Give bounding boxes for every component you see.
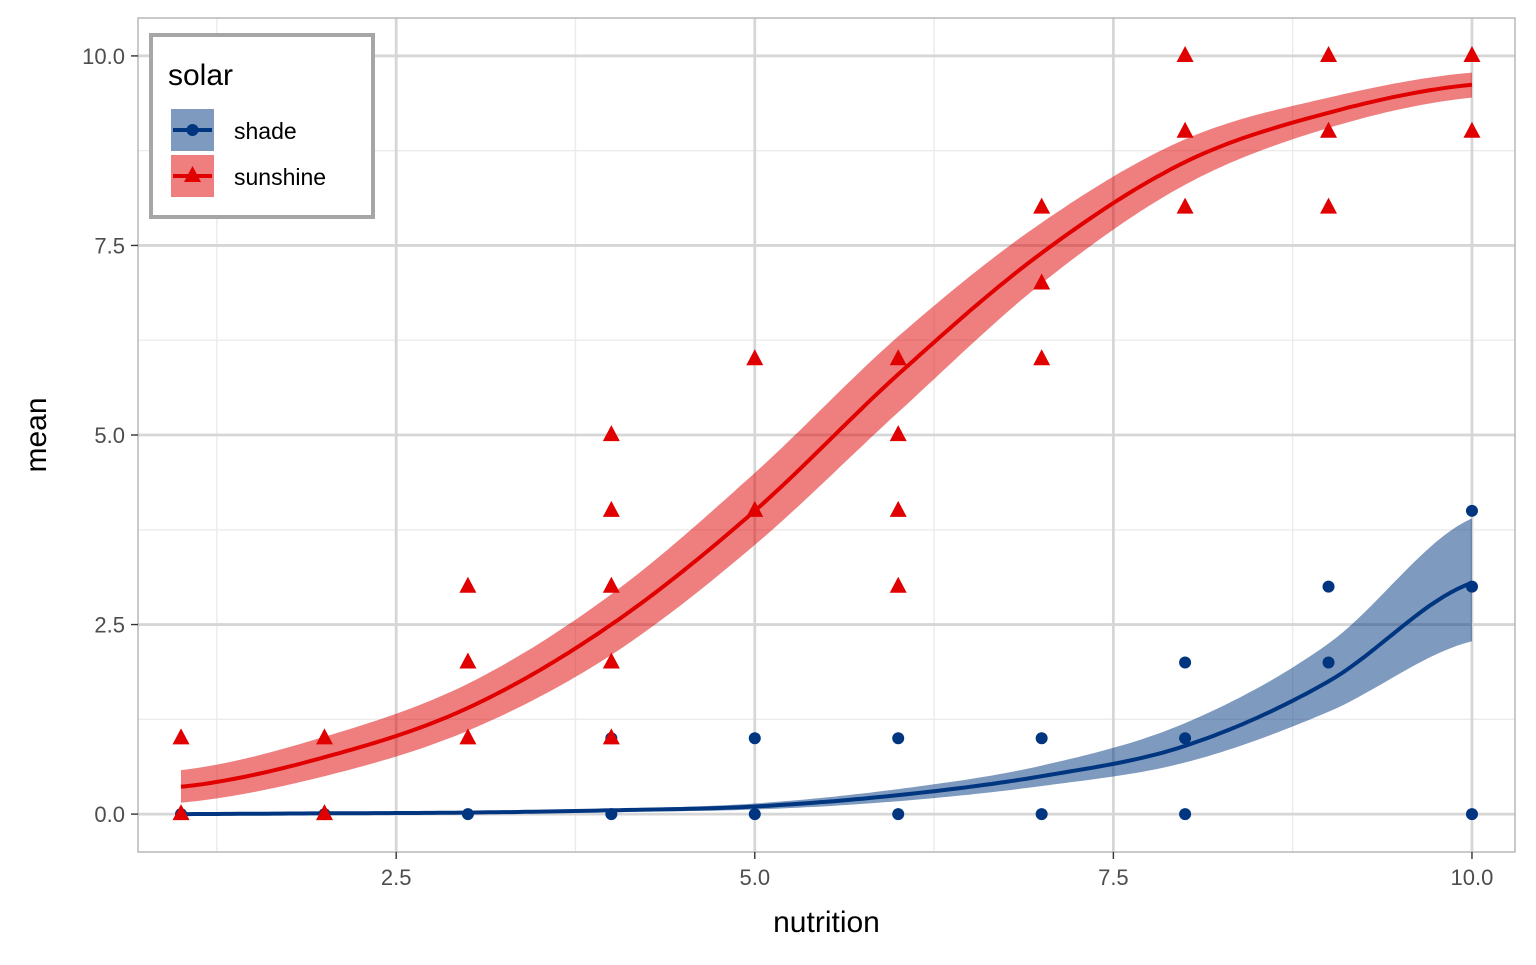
data-point-sunshine: [315, 728, 333, 745]
confidence-bands: [181, 72, 1472, 815]
data-point-sunshine: [172, 728, 190, 745]
fit-line-shade: [181, 580, 1473, 817]
data-point-sunshine: [602, 425, 620, 442]
data-point-sunshine: [1463, 121, 1481, 138]
data-point-sunshine: [1176, 45, 1194, 62]
data-point-sunshine: [1463, 45, 1481, 62]
data-point-sunshine: [746, 349, 764, 366]
confidence-band-shade: [181, 518, 1472, 815]
legend-label-shade: shade: [234, 118, 297, 144]
data-point-sunshine: [889, 500, 907, 517]
legend-key-marker: [186, 124, 199, 136]
data-point-sunshine: [1033, 273, 1051, 290]
data-point-sunshine: [1320, 45, 1338, 62]
legend-key-marker: [184, 166, 201, 182]
data-point-sunshine: [1033, 349, 1051, 366]
data-point-shade: [892, 732, 905, 745]
data-point-shade: [748, 808, 761, 821]
fit-lines: [180, 82, 1473, 817]
x-tick-label: 2.5: [381, 865, 412, 890]
data-point-shade: [1035, 808, 1048, 821]
x-tick-label: 5.0: [739, 865, 770, 890]
x-axis-ticks: 2.5 5.0 7.5 10.0: [381, 852, 1493, 890]
data-point-sunshine: [746, 500, 764, 517]
y-tick-label: 0.0: [94, 802, 125, 827]
y-tick-label: 10.0: [82, 44, 125, 69]
data-point-shade: [1465, 808, 1478, 821]
data-point-sunshine: [602, 652, 620, 669]
data-point-sunshine: [602, 576, 620, 593]
data-point-sunshine: [459, 728, 477, 745]
data-point-sunshine: [459, 576, 477, 593]
y-axis-ticks: 0.0 2.5 5.0 7.5 10.0: [82, 44, 138, 827]
data-point-shade: [1465, 504, 1478, 517]
legend-title: solar: [168, 59, 233, 92]
data-point-sunshine: [602, 500, 620, 517]
data-point-shade: [1322, 580, 1335, 593]
data-point-sunshine: [889, 349, 907, 366]
legend-entry-shade: shade: [171, 109, 297, 151]
legend: solar shade sunshine: [149, 33, 375, 219]
data-point-sunshine: [1176, 121, 1194, 138]
x-tick-label: 7.5: [1098, 865, 1129, 890]
data-point-sunshine: [1320, 121, 1338, 138]
data-point-shade: [461, 808, 474, 821]
data-point-sunshine: [889, 425, 907, 442]
x-axis-title: nutrition: [773, 906, 880, 939]
y-tick-label: 7.5: [94, 233, 125, 258]
legend-entries: shade sunshine: [171, 109, 326, 197]
data-point-sunshine: [889, 576, 907, 593]
y-axis-title: mean: [20, 397, 53, 472]
data-point-sunshine: [1033, 197, 1051, 214]
data-point-sunshine: [1176, 197, 1194, 214]
y-tick-label: 2.5: [94, 613, 125, 638]
data-point-sunshine: [172, 804, 190, 821]
confidence-band-sunshine: [181, 72, 1472, 803]
data-points: [172, 45, 1481, 821]
data-point-shade: [1179, 656, 1192, 669]
data-point-sunshine: [602, 728, 620, 745]
y-tick-label: 5.0: [94, 423, 125, 448]
fit-line-sunshine: [180, 82, 1473, 789]
data-point-shade: [1179, 732, 1192, 745]
data-point-sunshine: [1320, 197, 1338, 214]
data-point-shade: [1179, 808, 1192, 821]
legend-entry-sunshine: sunshine: [171, 155, 326, 197]
data-point-shade: [1035, 732, 1048, 745]
data-point-shade: [892, 808, 905, 821]
data-point-sunshine: [315, 804, 333, 821]
data-point-shade: [1465, 580, 1478, 593]
data-point-shade: [748, 732, 761, 745]
data-point-sunshine: [459, 652, 477, 669]
x-tick-label: 10.0: [1451, 865, 1494, 890]
data-point-shade: [605, 808, 618, 821]
data-point-shade: [1322, 656, 1335, 669]
legend-label-sunshine: sunshine: [234, 164, 326, 190]
